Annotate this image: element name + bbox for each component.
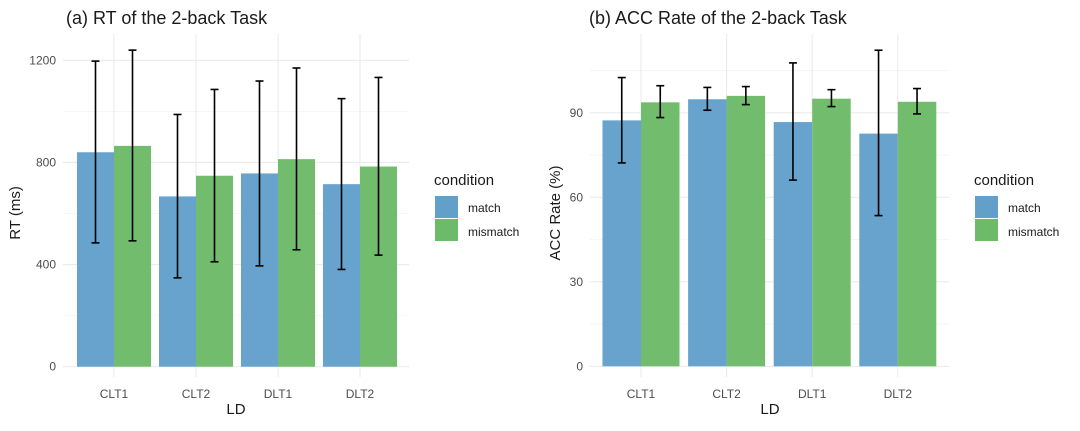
- acc-y-tick-label: 0: [576, 359, 583, 373]
- acc-x-tick-label: CLT1: [627, 387, 656, 401]
- acc-x-tick-label: DLT1: [798, 387, 827, 401]
- rt-error-bar-match: [255, 80, 264, 267]
- rt-x-tick-label: DLT2: [346, 387, 375, 401]
- acc-error-bar-match: [874, 49, 883, 217]
- rt-y-tick-label: 800: [36, 155, 56, 169]
- acc-x-ticks: CLT1 CLT2 DLT1 DLT2: [627, 387, 913, 401]
- rt-legend: condition match mismatch: [434, 172, 519, 241]
- acc-error-bar-mismatch: [827, 88, 836, 108]
- rt-chart-title: (a) RT of the 2-back Task: [66, 8, 268, 28]
- acc-bar-mismatch: [641, 102, 680, 367]
- acc-y-axis-label: ACC Rate (%): [547, 165, 564, 260]
- rt-y-tick-label: 1200: [29, 53, 56, 67]
- rt-y-axis-label: RT (ms): [7, 186, 24, 240]
- rt-legend-label-match: match: [468, 201, 501, 215]
- rt-x-axis-label: LD: [226, 401, 245, 418]
- acc-y-tick-label: 30: [570, 275, 584, 289]
- rt-error-bar-mismatch: [374, 76, 383, 256]
- rt-error-bars: [91, 49, 383, 279]
- rt-error-bar-mismatch: [128, 49, 137, 242]
- acc-error-bar-match: [703, 86, 712, 112]
- acc-y-ticks: 0 30 60 90: [570, 106, 584, 374]
- acc-error-bars: [617, 49, 922, 217]
- acc-bar-mismatch: [726, 95, 766, 367]
- acc-y-tick-label: 90: [570, 106, 584, 120]
- acc-bar-mismatch: [812, 98, 851, 367]
- rt-x-tick-label: CLT1: [100, 387, 129, 401]
- rt-legend-label-mismatch: mismatch: [468, 225, 519, 239]
- rt-error-bar-mismatch: [210, 88, 219, 263]
- rt-chart-panel: 0 400 800 1200 CLT1 CLT2 DLT1 DLT2 (a) RT of t…: [7, 8, 519, 418]
- acc-bar-match: [688, 99, 727, 367]
- rt-y-tick-label: 400: [36, 258, 56, 272]
- acc-legend-label-mismatch: mismatch: [1008, 225, 1059, 239]
- rt-error-bar-match: [337, 97, 346, 271]
- acc-chart-title: (b) ACC Rate of the 2-back Task: [589, 8, 848, 28]
- rt-bars: [77, 145, 397, 367]
- rt-legend-swatch-match: [435, 196, 458, 218]
- rt-error-bar-mismatch: [292, 67, 301, 251]
- rt-legend-title: condition: [434, 172, 494, 189]
- acc-error-bar-match: [617, 76, 626, 164]
- acc-bar-mismatch: [897, 101, 937, 367]
- acc-x-tick-label: DLT2: [884, 387, 913, 401]
- acc-error-bar-mismatch: [741, 85, 750, 106]
- acc-bars: [602, 95, 937, 367]
- acc-error-bar-match: [788, 62, 797, 181]
- rt-legend-swatch-mismatch: [435, 219, 458, 241]
- rt-x-tick-label: DLT1: [264, 387, 293, 401]
- rt-y-tick-label: 0: [49, 360, 56, 374]
- rt-x-ticks: CLT1 CLT2 DLT1 DLT2: [100, 387, 375, 401]
- rt-x-tick-label: CLT2: [182, 387, 211, 401]
- rt-error-bar-match: [91, 60, 100, 244]
- acc-legend: condition match mismatch: [974, 172, 1059, 241]
- acc-error-bar-mismatch: [913, 87, 922, 115]
- acc-x-axis-label: LD: [760, 401, 779, 418]
- rt-y-ticks: 0 400 800 1200: [29, 53, 56, 373]
- acc-chart-panel: 0 30 60 90 CLT1 CLT2 DLT1 DLT2 (b) ACC Rate of…: [547, 8, 1059, 418]
- acc-legend-swatch-mismatch: [975, 219, 998, 241]
- acc-legend-swatch-match: [975, 196, 998, 218]
- acc-x-tick-label: CLT2: [712, 387, 741, 401]
- acc-legend-label-match: match: [1008, 201, 1041, 215]
- rt-error-bar-match: [173, 113, 182, 279]
- acc-error-bar-mismatch: [656, 84, 665, 119]
- acc-legend-title: condition: [974, 172, 1034, 189]
- acc-y-tick-label: 60: [570, 190, 584, 204]
